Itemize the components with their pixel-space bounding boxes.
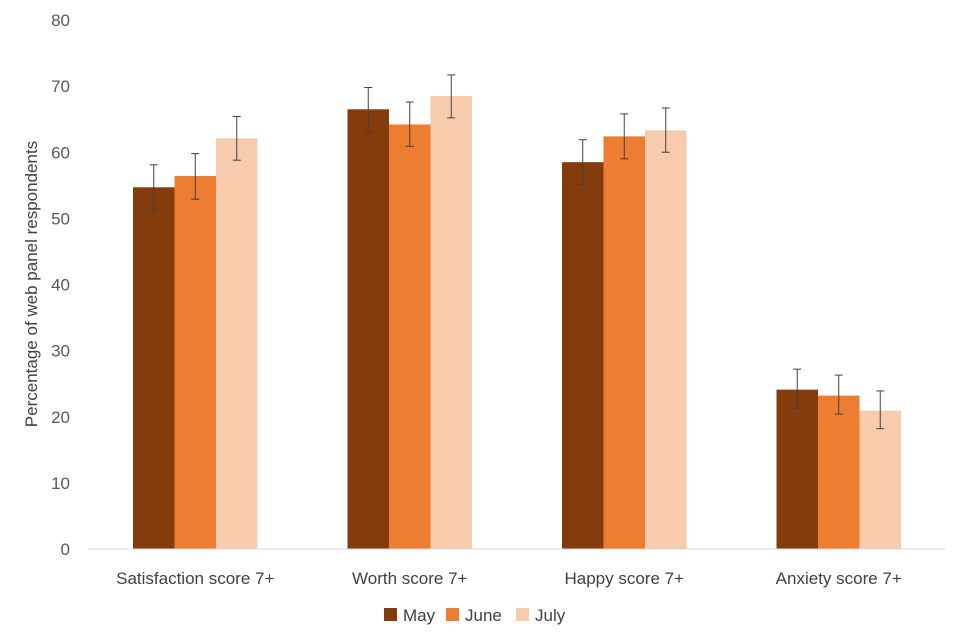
y-tick-label: 30 [51,342,70,361]
y-tick-label: 10 [51,474,70,493]
y-tick-label: 50 [51,209,70,228]
y-tick-label: 20 [51,408,70,427]
bar-may [133,187,175,549]
legend: May June July [384,606,566,625]
bar-july [859,410,901,549]
y-axis-title: Percentage of web panel respondents [22,141,41,427]
bar-july [645,130,687,549]
bars [133,96,901,550]
y-tick-label: 70 [51,77,70,96]
legend-label: May [403,606,436,625]
x-tick-label: Satisfaction score 7+ [116,569,274,588]
bar-june [174,176,216,549]
bar-may [562,162,604,549]
x-tick-label: Worth score 7+ [352,569,468,588]
y-tick-label: 60 [51,143,70,162]
bar-june [603,136,645,549]
bar-july [216,138,258,549]
bar-june [818,395,860,549]
y-tick-label: 0 [61,540,70,559]
legend-swatch [384,608,397,621]
x-axis-labels: Satisfaction score 7+ Worth score 7+ Happy… [116,569,902,588]
y-axis-ticks: 0 10 20 30 40 50 60 70 80 [51,11,70,559]
y-tick-label: 40 [51,276,70,295]
legend-label: July [535,606,566,625]
bar-july [430,96,472,549]
legend-label: June [465,606,502,625]
bar-may [347,109,389,550]
legend-swatch [516,608,529,621]
bar-may [776,389,818,549]
y-tick-label: 80 [51,11,70,30]
x-tick-label: Happy score 7+ [564,569,684,588]
bar-june [389,124,431,549]
legend-item-may: May [384,606,436,625]
legend-swatch [446,608,459,621]
error-bars [149,74,885,430]
x-tick-label: Anxiety score 7+ [776,569,902,588]
legend-item-june: June [446,606,502,625]
legend-item-july: July [516,606,566,625]
